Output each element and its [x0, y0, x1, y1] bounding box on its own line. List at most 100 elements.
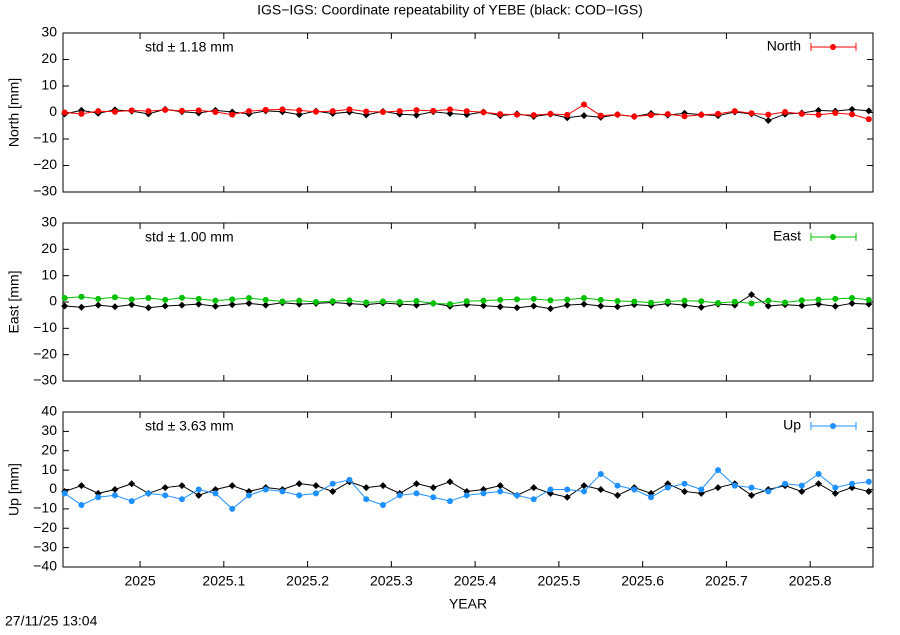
point [95, 494, 102, 501]
point [748, 484, 755, 491]
point [614, 111, 621, 118]
point [848, 299, 856, 307]
point [831, 302, 839, 310]
point [262, 296, 269, 303]
y-tick-label: 20 [41, 50, 57, 66]
y-tick-label: 20 [41, 240, 57, 256]
point [162, 106, 169, 113]
point [648, 112, 655, 119]
point [631, 486, 638, 493]
point [396, 492, 403, 499]
point [346, 297, 353, 304]
point [262, 486, 269, 493]
point [782, 108, 789, 115]
point [530, 496, 537, 503]
point [128, 107, 135, 114]
point [211, 302, 219, 310]
point [530, 112, 537, 119]
point [145, 108, 152, 115]
y-tick-label: −20 [33, 519, 57, 535]
point [413, 297, 420, 304]
point [782, 480, 789, 487]
point [178, 294, 185, 301]
point [412, 480, 420, 488]
y-tick-label: 0 [49, 103, 57, 119]
point [162, 296, 169, 303]
point [296, 107, 303, 114]
point [581, 101, 588, 108]
point [815, 300, 823, 308]
point [296, 297, 303, 304]
point [111, 492, 118, 499]
point [229, 505, 236, 512]
point [782, 299, 789, 306]
y-axis-label: North [mm] [6, 78, 22, 147]
point [581, 295, 588, 302]
point [463, 108, 470, 115]
point [245, 492, 252, 499]
point [597, 296, 604, 303]
point [681, 487, 689, 495]
point [815, 480, 823, 488]
point [430, 300, 437, 307]
point [413, 107, 420, 114]
point [865, 296, 872, 303]
y-tick-label: −30 [33, 538, 57, 554]
point [446, 478, 454, 486]
point [61, 490, 68, 497]
point [547, 305, 555, 313]
x-tick-label: 2025.7 [705, 573, 748, 589]
point [597, 302, 605, 310]
point [631, 298, 638, 305]
point [77, 482, 85, 490]
legend-swatch [830, 234, 836, 240]
point [329, 480, 336, 487]
point [731, 298, 738, 305]
point [748, 110, 755, 117]
point [446, 498, 453, 505]
point [195, 295, 202, 302]
point [765, 111, 772, 118]
point [564, 296, 571, 303]
point [664, 111, 671, 118]
point [78, 502, 85, 508]
point [764, 302, 772, 310]
point [714, 484, 722, 492]
point [346, 476, 353, 483]
point [648, 494, 655, 501]
point [849, 295, 856, 302]
point [748, 491, 756, 499]
point [849, 480, 856, 487]
point [363, 299, 370, 306]
point [178, 482, 186, 490]
point [547, 297, 554, 304]
point [162, 492, 169, 499]
point [61, 109, 68, 116]
point [597, 486, 605, 493]
point [580, 482, 588, 490]
point [865, 116, 872, 123]
point [530, 295, 537, 302]
point [228, 301, 236, 309]
point [614, 303, 622, 311]
point [95, 295, 102, 302]
point [831, 489, 839, 497]
point [664, 484, 671, 491]
chart-title: IGS−IGS: Coordinate repeatability of YEB… [257, 2, 643, 18]
point [446, 106, 453, 113]
point [379, 298, 386, 305]
point [295, 480, 303, 488]
point [245, 108, 252, 115]
point [329, 298, 336, 305]
x-tick-label: 2025.8 [789, 573, 832, 589]
point [564, 111, 571, 118]
point [514, 296, 521, 303]
point [245, 299, 253, 307]
point [61, 295, 68, 302]
series [61, 467, 872, 512]
point [228, 482, 236, 490]
point [832, 484, 839, 491]
point [229, 111, 236, 118]
